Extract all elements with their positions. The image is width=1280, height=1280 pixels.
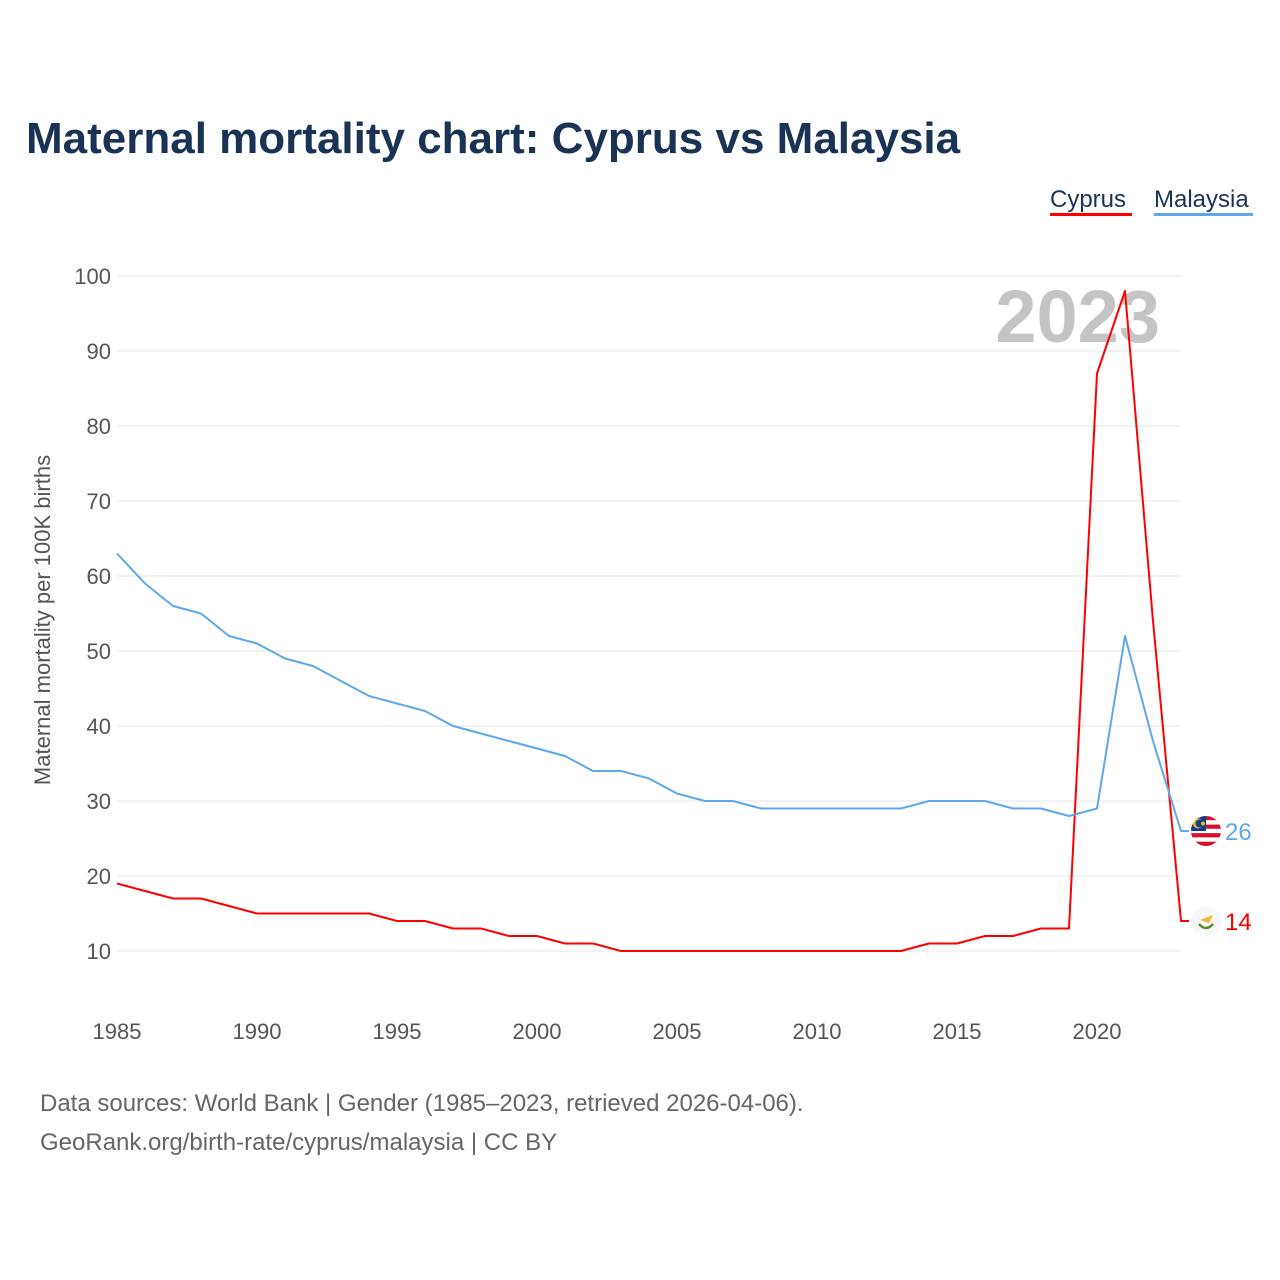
y-tick-label: 30 [87, 789, 111, 814]
x-tick-label: 2015 [933, 1019, 982, 1044]
end-label-cyprus: 14 [1225, 909, 1252, 936]
series-line-malaysia [116, 552, 1189, 832]
footer-source: Data sources: World Bank | Gender (1985–… [40, 1090, 804, 1117]
y-tick-label: 10 [87, 939, 111, 964]
x-tick-label: 2000 [513, 1019, 562, 1044]
legend-item-malaysia[interactable]: Malaysia [1154, 186, 1253, 216]
legend-swatch [1154, 213, 1253, 216]
y-tick-label: 20 [87, 864, 111, 889]
x-tick-label: 2020 [1073, 1019, 1122, 1044]
y-tick-label: 70 [87, 489, 111, 514]
x-tick-label: 2010 [793, 1019, 842, 1044]
x-tick-label: 2005 [653, 1019, 702, 1044]
year-watermark: 2023 [995, 275, 1160, 358]
legend-swatch [1050, 213, 1132, 216]
cyprus-flag-icon [1191, 906, 1221, 936]
x-tick-label: 1995 [373, 1019, 422, 1044]
x-tick-label: 1990 [233, 1019, 282, 1044]
grid: 10 20 30 40 50 60 70 80 90 100 1985 1990 1995 2000 200… [74, 264, 1181, 1044]
x-tick-label: 1985 [93, 1019, 142, 1044]
y-tick-label: 100 [74, 264, 111, 289]
legend-label: Cyprus [1050, 186, 1126, 213]
series-line-cyprus [116, 290, 1189, 952]
end-label-malaysia: 26 [1225, 819, 1252, 846]
y-tick-label: 50 [87, 639, 111, 664]
legend-item-cyprus[interactable]: Cyprus [1050, 186, 1132, 216]
y-tick-label: 90 [87, 339, 111, 364]
y-axis-label: Maternal mortality per 100K births [30, 455, 55, 785]
series-group: 14 26 [116, 290, 1252, 952]
malaysia-flag-icon [1191, 816, 1221, 846]
legend: Cyprus Malaysia [1050, 186, 1253, 216]
y-tick-label: 60 [87, 564, 111, 589]
footer-link[interactable]: GeoRank.org/birth-rate/cyprus/malaysia |… [40, 1129, 557, 1156]
y-tick-label: 40 [87, 714, 111, 739]
legend-label: Malaysia [1154, 186, 1249, 213]
y-tick-label: 80 [87, 414, 111, 439]
chart-title: Maternal mortality chart: Cyprus vs Mala… [26, 114, 961, 163]
